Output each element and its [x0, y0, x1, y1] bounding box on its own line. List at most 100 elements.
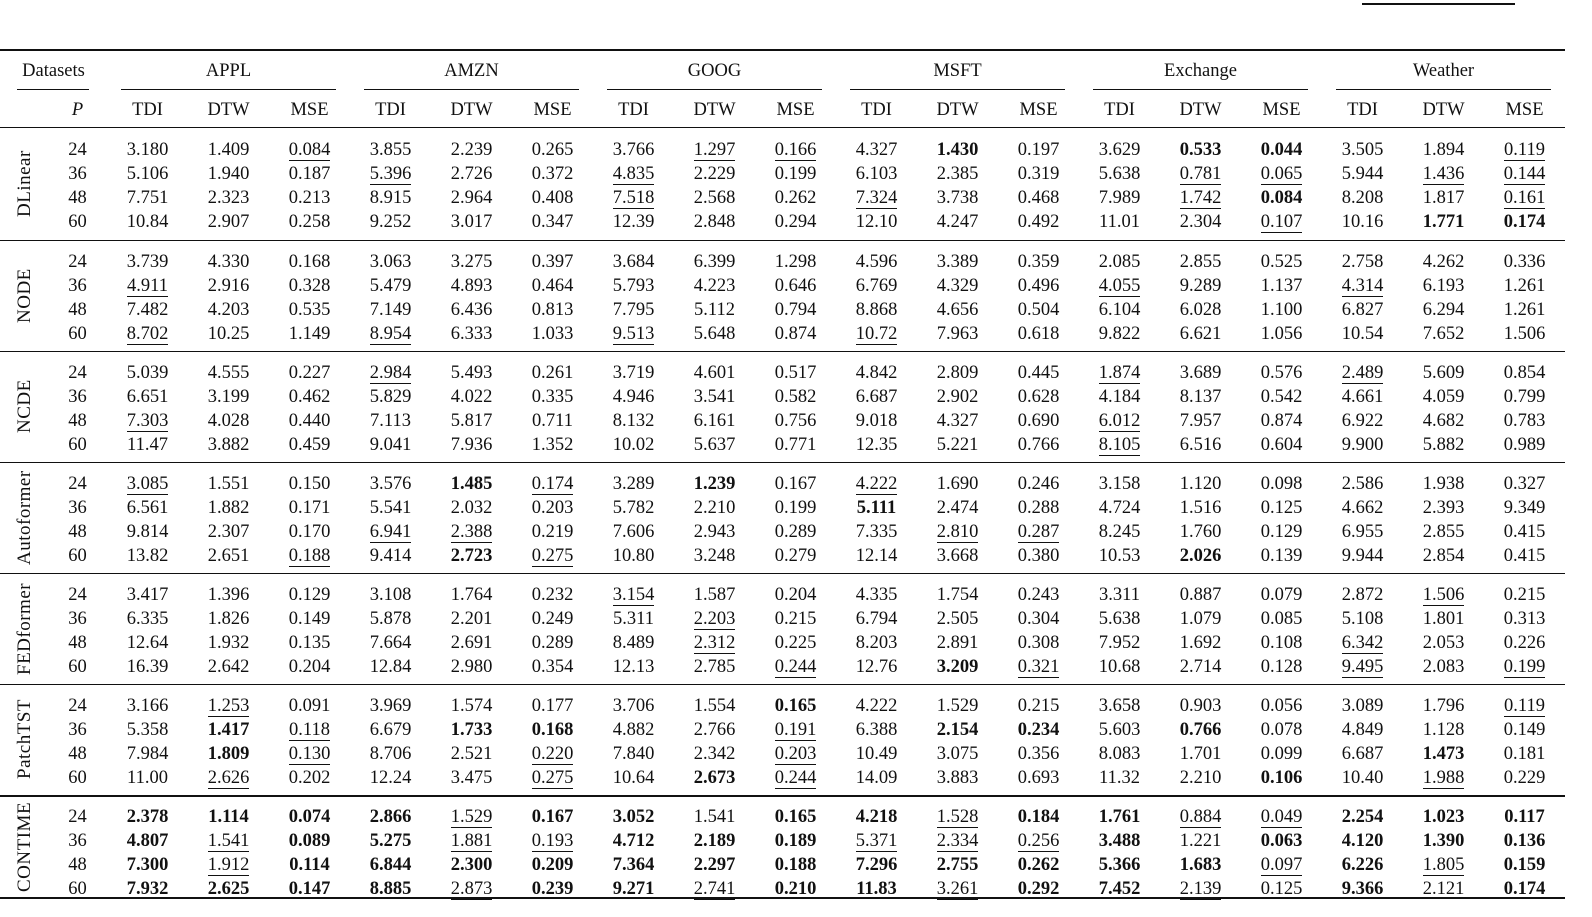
cell-value: 0.118	[289, 720, 330, 741]
table-cell: 1.988	[1403, 766, 1484, 790]
cell-value: 0.415	[1503, 522, 1546, 542]
cell-value: 0.220	[531, 744, 574, 765]
table-cell: 0.044	[1241, 138, 1322, 162]
cell-value: 1.529	[936, 696, 979, 716]
cell-value: 2.984	[369, 363, 412, 384]
table-cell: 0.756	[755, 409, 836, 433]
table-cell: 0.147	[269, 877, 350, 901]
table-cell: 7.518	[593, 186, 674, 210]
cell-value: 0.618	[1017, 324, 1060, 344]
cell-value: 0.204	[774, 585, 817, 605]
cell-value: 1.541	[207, 831, 250, 852]
cell-value: 3.719	[612, 363, 655, 383]
cell-value: 0.203	[531, 498, 574, 518]
cell-value: 0.225	[774, 633, 817, 653]
cell-value: 0.335	[531, 387, 574, 407]
cell-value: 2.855	[1422, 522, 1465, 542]
cell-value: 1.874	[1098, 363, 1141, 384]
cell-value: 10.54	[1341, 324, 1384, 344]
cell-value: 4.184	[1098, 387, 1141, 407]
cell-value: 1.516	[1179, 498, 1222, 518]
cell-value: 0.226	[1503, 633, 1546, 653]
table-cell: 0.078	[1241, 718, 1322, 742]
cell-value: 7.652	[1422, 324, 1465, 344]
table-cell: 1.261	[1484, 274, 1565, 298]
cell-value: 0.215	[1503, 585, 1546, 605]
cell-value: 0.106	[1260, 768, 1303, 788]
table-cell: 2.902	[917, 385, 998, 409]
table-cell: 8.203	[836, 631, 917, 655]
table-cell: 2.873	[431, 877, 512, 901]
table-cell: 2.474	[917, 496, 998, 520]
table-cell: 6.922	[1322, 409, 1403, 433]
cell-value: 2.085	[1098, 252, 1141, 272]
cell-value: 0.188	[288, 546, 331, 567]
group-rule-thick	[0, 795, 1565, 798]
cell-value: 5.638	[1098, 164, 1141, 184]
cell-value: 10.02	[612, 435, 655, 455]
cell-value: 1.692	[1179, 633, 1222, 653]
cell-value: 5.637	[693, 435, 736, 455]
cell-value: 6.028	[1179, 300, 1222, 320]
table-cell: 0.408	[512, 186, 593, 210]
cell-value: 0.440	[288, 411, 331, 431]
table-cell: 6.103	[836, 162, 917, 186]
table-cell: 0.287	[998, 520, 1079, 544]
cell-value: 0.989	[1503, 435, 1546, 455]
table-cell: 12.24	[350, 766, 431, 790]
table-cell: 2.385	[917, 162, 998, 186]
table-cell: 0.359	[998, 250, 1079, 274]
table-cell: 0.184	[998, 805, 1079, 829]
cell-value: 6.844	[369, 855, 412, 875]
table-cell: 6.955	[1322, 520, 1403, 544]
table-cell: 9.513	[593, 322, 674, 346]
table-cell: 0.794	[755, 298, 836, 322]
table-cell: 0.313	[1484, 607, 1565, 631]
table-cell: 0.234	[998, 718, 1079, 742]
cell-value: 0.197	[1017, 140, 1060, 160]
model-label-patchtst: PatchTST	[14, 699, 35, 780]
cell-value: 10.68	[1098, 657, 1141, 677]
cell-value: 4.335	[855, 585, 898, 605]
cell-value: 4.661	[1341, 387, 1384, 407]
table-cell: 4.028	[188, 409, 269, 433]
cell-value: 4.262	[1422, 252, 1465, 272]
cell-value: 6.399	[693, 252, 736, 272]
table-cell: 0.576	[1241, 361, 1322, 385]
cell-value: 0.191	[774, 720, 817, 741]
cell-value: 7.296	[855, 855, 898, 875]
cell-value: 0.232	[531, 585, 574, 605]
cell-value: 0.227	[288, 363, 331, 383]
cell-value: 0.354	[531, 657, 574, 677]
cell-value: 10.25	[207, 324, 250, 344]
cell-value: 11.83	[856, 879, 897, 899]
cell-value: 1.764	[450, 585, 493, 605]
cell-value: 0.089	[288, 831, 331, 851]
table-cell: 0.468	[998, 186, 1079, 210]
table-cell: 3.883	[917, 766, 998, 790]
cell-value: 7.932	[126, 879, 169, 899]
table-cell: 0.170	[269, 520, 350, 544]
cell-value: 2.239	[450, 140, 493, 160]
cell-value: 5.793	[612, 276, 655, 296]
cell-value: 9.513	[612, 324, 655, 345]
table-cell: 6.294	[1403, 298, 1484, 322]
cell-value: 0.199	[1503, 657, 1546, 678]
cell-value: 0.287	[1017, 522, 1060, 543]
table-cell: 0.492	[998, 210, 1079, 234]
table-cell: 0.244	[755, 766, 836, 790]
cell-value: 0.445	[1017, 363, 1060, 383]
table-cell: 2.139	[1160, 877, 1241, 901]
table-cell: 1.409	[188, 138, 269, 162]
cell-value: 2.810	[936, 522, 979, 543]
table-cell: 4.218	[836, 805, 917, 829]
table-cell: 4.330	[188, 250, 269, 274]
cell-value: 7.795	[612, 300, 655, 320]
cell-value: 0.275	[531, 768, 574, 789]
table-cell: 0.415	[1484, 544, 1565, 568]
table-cell: 0.063	[1241, 829, 1322, 853]
table-cell: 0.188	[269, 544, 350, 568]
cell-value: 11.47	[127, 435, 168, 455]
table-cell: 4.314	[1322, 274, 1403, 298]
dataset-cmidrule	[364, 89, 579, 91]
